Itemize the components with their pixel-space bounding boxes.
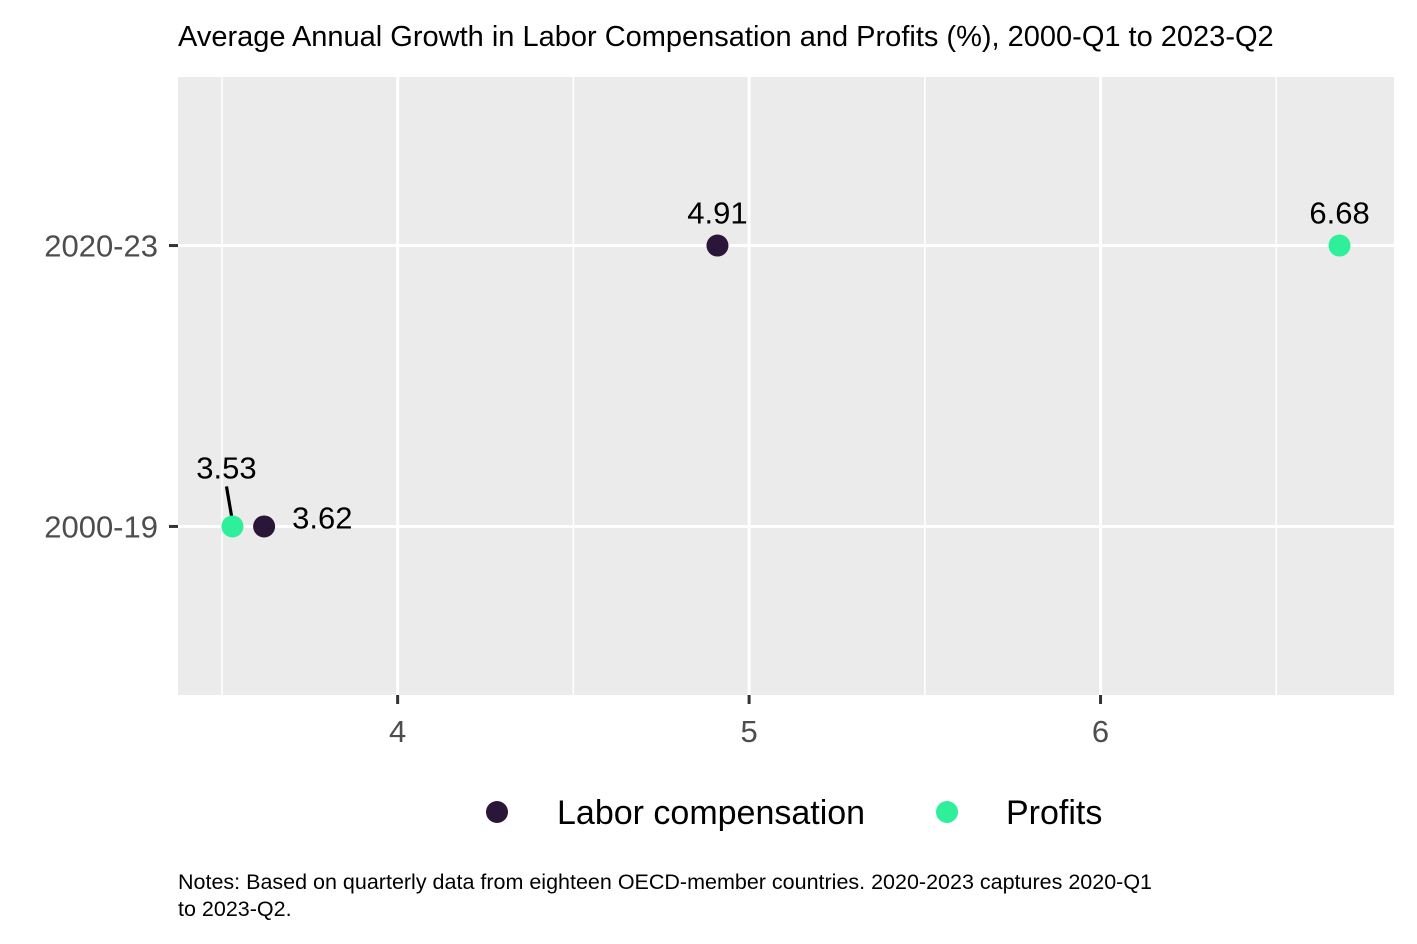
- data-labels: 3.62 4.91 3.53 6.68: [196, 196, 1369, 536]
- legend-marker-profits: [936, 801, 958, 823]
- grid-major: [178, 77, 1394, 695]
- data-label: 6.68: [1309, 196, 1369, 231]
- data-point-labor-compensation: [706, 234, 729, 257]
- data-label: 3.62: [292, 500, 352, 535]
- x-tick-label: 5: [740, 714, 757, 749]
- data-points: [221, 234, 1351, 538]
- legend-label-labor-compensation: Labor compensation: [557, 794, 865, 832]
- y-axis: 2000-19 2020-23: [44, 229, 178, 544]
- data-point-profits: [1328, 234, 1351, 257]
- x-axis: 4 5 6: [389, 695, 1109, 749]
- legend-marker-labor-compensation: [486, 801, 508, 823]
- data-label: 4.91: [687, 196, 747, 231]
- chart-note-line-2: to 2023-Q2.: [178, 897, 292, 921]
- chart-title: Average Annual Growth in Labor Compensat…: [178, 21, 1274, 53]
- grid-minor: [221, 77, 1278, 695]
- chart-note-line-1: Notes: Based on quarterly data from eigh…: [178, 870, 1152, 894]
- y-tick-label: 2000-19: [44, 509, 158, 544]
- data-point-profits: [221, 515, 244, 538]
- legend: Labor compensation Profits: [486, 794, 1102, 832]
- data-label: 3.53: [196, 450, 256, 485]
- data-point-labor-compensation: [253, 515, 276, 538]
- plot-panel: [178, 77, 1394, 695]
- y-tick-label: 2020-23: [44, 229, 158, 264]
- x-tick-label: 6: [1092, 714, 1109, 749]
- x-tick-label: 4: [389, 714, 406, 749]
- legend-label-profits: Profits: [1006, 794, 1102, 832]
